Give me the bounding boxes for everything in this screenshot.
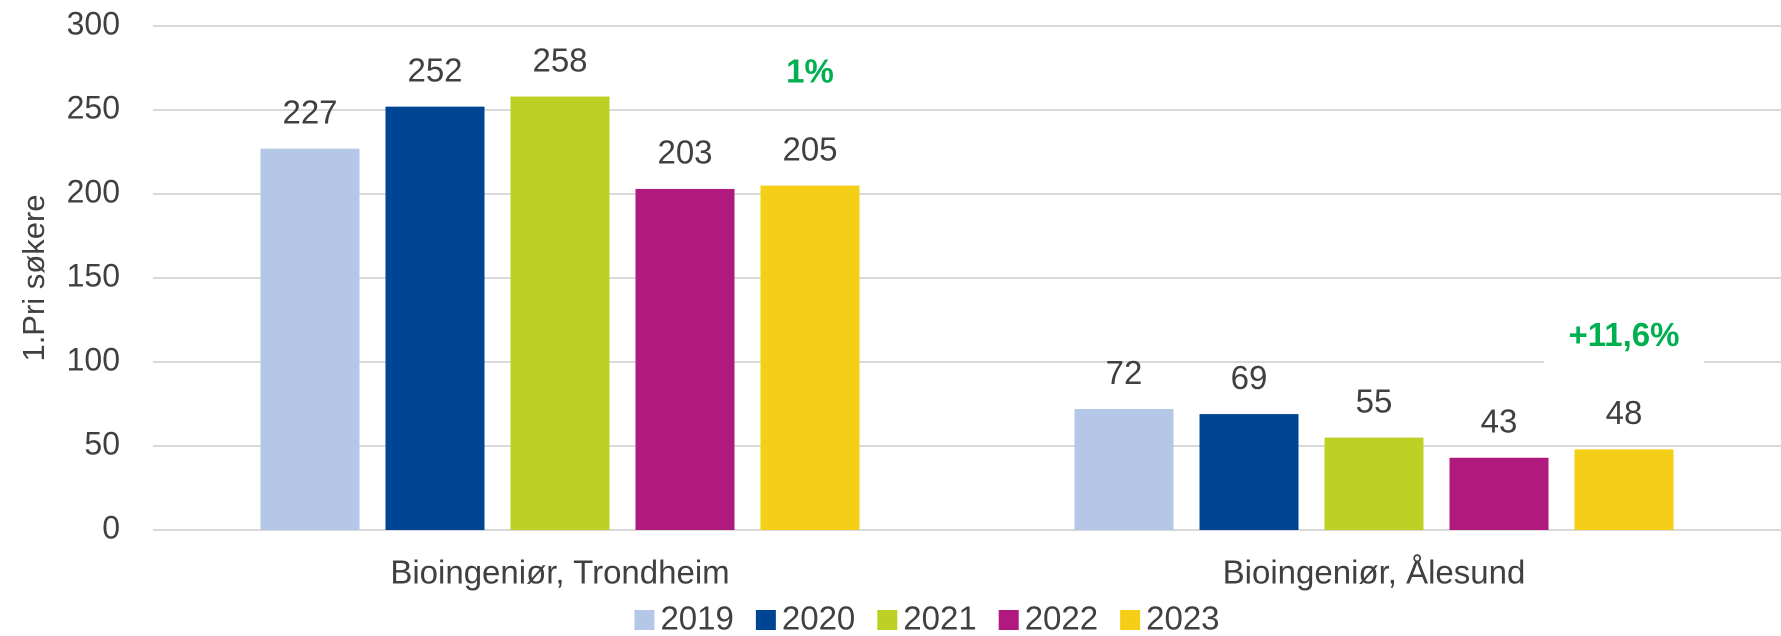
bar <box>510 96 610 530</box>
value-label: 72 <box>1106 354 1143 391</box>
bar <box>1074 409 1174 530</box>
bar <box>385 106 485 530</box>
x-tick-label: Bioingeniør, Ålesund <box>1223 554 1526 591</box>
value-label: 258 <box>532 41 587 78</box>
x-tick-label: Bioingeniør, Trondheim <box>390 554 729 591</box>
bar <box>260 148 360 530</box>
y-tick-label: 50 <box>84 425 120 461</box>
legend-label: 2022 <box>1025 600 1098 636</box>
legend-swatch <box>1120 610 1141 630</box>
value-label: 48 <box>1606 394 1643 431</box>
annotation: 1% <box>786 52 834 89</box>
y-tick-label: 100 <box>67 341 120 377</box>
value-label: 43 <box>1481 402 1518 439</box>
legend-swatch <box>634 610 655 630</box>
legend-label: 2020 <box>782 600 855 636</box>
value-label: 55 <box>1356 382 1393 419</box>
y-tick-label: 250 <box>67 89 120 125</box>
value-label: 227 <box>282 93 337 130</box>
legend-swatch <box>998 610 1019 630</box>
legend-label: 2023 <box>1146 600 1219 636</box>
y-tick-label: 150 <box>67 257 120 293</box>
legend-swatch <box>877 610 898 630</box>
bar <box>635 188 735 530</box>
bar <box>1449 457 1549 530</box>
y-tick-label: 300 <box>67 5 120 41</box>
annotation-bg <box>1544 309 1704 366</box>
bar <box>1199 414 1299 530</box>
legend-label: 2021 <box>903 600 976 636</box>
legend-label: 2019 <box>660 600 733 636</box>
value-label: 252 <box>407 51 462 88</box>
value-label: 203 <box>657 134 712 171</box>
annotation: +11,6% <box>1568 316 1679 353</box>
y-tick-label: 0 <box>102 509 120 545</box>
y-tick-label: 200 <box>67 173 120 209</box>
bar <box>760 185 860 530</box>
annotation-bg <box>730 45 890 102</box>
bar <box>1574 449 1674 530</box>
legend-swatch <box>755 610 776 630</box>
bar <box>1324 437 1424 530</box>
value-label: 69 <box>1231 359 1268 396</box>
y-axis-label: 1.Pri søkere <box>16 194 51 361</box>
value-label: 205 <box>782 130 837 167</box>
